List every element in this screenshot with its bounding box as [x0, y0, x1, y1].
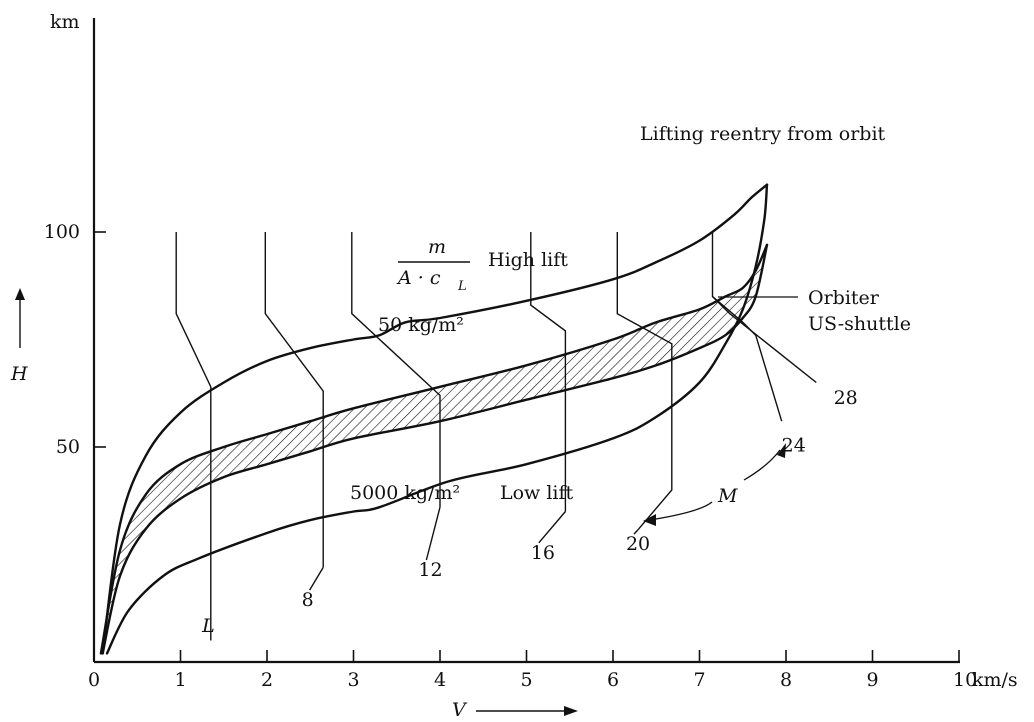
- mach-label-12: 12: [418, 559, 442, 581]
- low-lift-label: Low lift: [500, 482, 574, 504]
- x-tick-label: 2: [261, 669, 273, 691]
- mach-arrowhead-left: [643, 514, 656, 526]
- x-tick-label: 6: [607, 669, 619, 691]
- mach-label-20: 20: [626, 533, 650, 555]
- upper-ballistic-label: 50 kg/m²: [378, 314, 464, 336]
- ratio-denominator: A · c: [396, 267, 441, 289]
- mach-label-L: L: [201, 615, 215, 637]
- mach-arrowhead-right: [777, 443, 786, 458]
- x-unit-label: km/s: [972, 669, 1018, 691]
- curve-band-bottom: [101, 243, 769, 655]
- x-ticks: 0 1 2 3 4 5 6 7 8 9 10: [88, 650, 977, 691]
- lower-ballistic-label: 5000 kg/m²: [350, 482, 460, 504]
- y-axis-label: H: [10, 363, 28, 385]
- mach-label-8: 8: [302, 589, 314, 611]
- chart-title: Lifting reentry from orbit: [640, 123, 886, 145]
- annotations: Lifting reentry from orbit m A · c L Hig…: [350, 123, 911, 526]
- mach-line-28: [712, 296, 817, 384]
- y-ticks: 50 100: [44, 221, 106, 458]
- ratio-label: m A · c L: [396, 236, 470, 294]
- x-tick-label: 9: [867, 669, 879, 691]
- ratio-numerator: m: [428, 236, 446, 258]
- curve-band-top: [99, 243, 769, 655]
- y-axis-arrowhead: [15, 288, 25, 300]
- x-tick-label: 3: [348, 669, 360, 691]
- mach-symbol: M: [717, 485, 738, 507]
- y-tick-label: 50: [56, 436, 80, 458]
- x-tick-label: 8: [780, 669, 792, 691]
- mach-line-L: [175, 232, 212, 641]
- mach-leader-20: [633, 528, 640, 535]
- orbiter-label-line1: Orbiter: [808, 287, 880, 309]
- y-tick-label: 100: [44, 221, 80, 243]
- mach-leader-12: [425, 507, 441, 561]
- mach-label-24: 24: [782, 434, 806, 456]
- x-axis-title: V: [452, 699, 578, 721]
- y-unit-label: km: [50, 11, 80, 33]
- high-lift-label: High lift: [488, 249, 568, 271]
- curve-lower: [105, 183, 769, 655]
- mach-line-12: [351, 232, 441, 508]
- x-axis-label: V: [452, 699, 468, 721]
- x-tick-label: 5: [521, 669, 533, 691]
- y-axis-title: H: [10, 288, 28, 385]
- mach-line-16: [530, 232, 567, 512]
- x-tick-label: 10: [953, 669, 977, 691]
- ratio-subscript: L: [457, 279, 467, 294]
- orbiter-corridor-band: [100, 244, 767, 654]
- mach-label-28: 28: [834, 387, 858, 409]
- curve-upper: [101, 183, 769, 655]
- mach-label-16: 16: [531, 542, 555, 564]
- mach-leader-16: [538, 511, 566, 544]
- x-tick-label: 4: [434, 669, 446, 691]
- x-tick-label: 0: [88, 669, 100, 691]
- mach-arrow-curve-right: [743, 449, 781, 481]
- mach-line-20: [616, 232, 673, 530]
- x-axis-arrowhead: [564, 706, 578, 716]
- orbiter-label-line2: US-shuttle: [808, 313, 911, 335]
- mach-arrow: M: [643, 443, 786, 526]
- mach-lines: L 8 12 16 20 24 28: [175, 232, 858, 641]
- mach-arrow-curve: [649, 501, 713, 521]
- mach-line-24: [711, 232, 783, 422]
- x-tick-label: 7: [694, 669, 706, 691]
- mach-leader-8: [308, 567, 324, 591]
- x-tick-label: 1: [175, 669, 187, 691]
- mach-line-8: [264, 232, 324, 568]
